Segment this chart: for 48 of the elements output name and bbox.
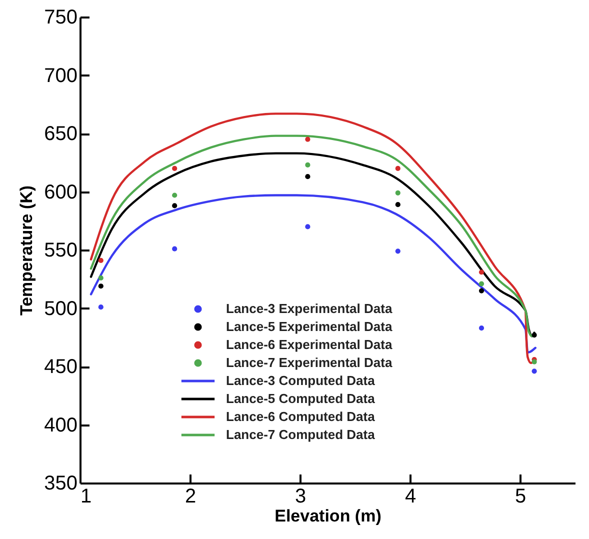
point — [478, 326, 484, 331]
point — [98, 284, 104, 289]
legend-label: Lance-7 Computed Data — [226, 427, 376, 442]
point — [305, 224, 310, 230]
point — [395, 166, 400, 171]
y-tick-label: 550 — [44, 240, 78, 262]
legend-label: Lance-3 Experimental Data — [226, 301, 393, 316]
point — [305, 162, 310, 168]
point — [395, 248, 400, 254]
y-tick-label: 450 — [44, 356, 78, 378]
point — [532, 368, 537, 374]
y-tick-label: 750 — [44, 6, 78, 28]
line-series — [90, 194, 536, 354]
point — [532, 359, 537, 364]
point — [98, 275, 104, 281]
point — [98, 258, 104, 264]
x-tick-label: 5 — [514, 486, 526, 508]
point — [172, 203, 178, 208]
legend-label: Lance-5 Experimental Data — [226, 319, 393, 334]
y-tick-label: 400 — [44, 414, 78, 436]
point — [395, 202, 400, 208]
y-tick-label: 650 — [44, 123, 78, 145]
y-tick-label: 700 — [44, 64, 78, 87]
point — [172, 166, 178, 171]
point — [172, 246, 178, 252]
point — [532, 332, 537, 338]
point — [305, 174, 310, 180]
y-tick-label: 600 — [44, 181, 78, 204]
y-axis-title: Temperature (K) — [17, 185, 36, 316]
x-tick-label: 1 — [80, 486, 92, 508]
legend-label: Lance-6 Experimental Data — [226, 337, 393, 352]
point — [478, 281, 484, 286]
point — [478, 270, 484, 275]
x-tick-label: 2 — [184, 486, 196, 508]
y-tick-label: 500 — [44, 298, 78, 320]
legend-label: Lance-5 Computed Data — [226, 391, 376, 406]
point — [478, 288, 484, 294]
x-tick-label: 4 — [404, 486, 416, 508]
y-tick-label: 350 — [44, 472, 78, 494]
legend-label: Lance-3 Computed Data — [226, 373, 376, 388]
x-axis-title: Elevation (m) — [274, 506, 382, 526]
point — [172, 192, 178, 198]
x-tick-label: 3 — [294, 486, 306, 508]
point — [98, 304, 104, 310]
point — [305, 136, 310, 142]
legend-label: Lance-7 Experimental Data — [226, 355, 393, 370]
point — [395, 190, 400, 196]
legend-label: Lance-6 Computed Data — [226, 409, 376, 424]
